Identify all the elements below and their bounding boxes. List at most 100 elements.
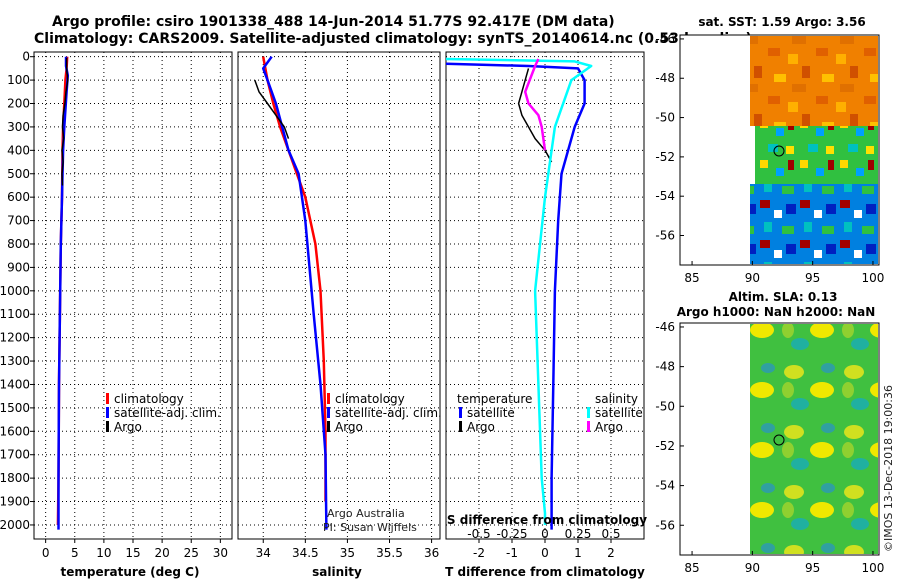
sst-map-title: sat. SST: 1.59 Argo: 3.56 — [698, 15, 865, 29]
profile-series — [56, 55, 593, 530]
difference-series-s-satellite — [445, 57, 593, 525]
difference-series-t-argo — [517, 68, 553, 163]
depth-tick-label: 1400 — [0, 377, 30, 391]
sst-mid-region — [755, 126, 878, 184]
depth-tick-label: 300 — [7, 120, 30, 134]
sst-warm-region — [750, 36, 878, 126]
salinity-x-tick-label: 36 — [424, 546, 439, 560]
legend-satellite: satellite-adj. clim. — [114, 406, 221, 420]
depth-tick-label: 900 — [7, 260, 30, 274]
depth-tick-label: 1700 — [0, 448, 30, 462]
sst-cold-region — [750, 184, 878, 264]
temperature-x-tick-label: 25 — [184, 546, 199, 560]
credit-line-1: Argo Australia — [327, 507, 405, 520]
sla-map-subtitle: Argo h1000: NaN h2000: NaN — [677, 305, 876, 319]
title-line-2: Climatology: CARS2009. Satellite-adjuste… — [34, 31, 752, 47]
s-diff-tick-label: 0 — [541, 527, 549, 541]
temperature-x-tick-label: 5 — [71, 546, 79, 560]
salinity-x-tick-label: 35.5 — [376, 546, 403, 560]
legend-swatch-satellite — [106, 407, 109, 418]
temperature-panel — [33, 51, 233, 540]
depth-tick-label: 200 — [7, 97, 30, 111]
depth-tick-label: 1900 — [0, 495, 30, 509]
salinity-series-argo — [254, 79, 290, 139]
salinity-x-tick-label: 34.5 — [292, 546, 319, 560]
difference-top-label: S difference from climatology — [447, 513, 647, 527]
map-y-tick-label: -56 — [655, 229, 675, 243]
salinity-panel — [237, 51, 441, 540]
legend-satellite: satellite-adj. clim. — [335, 406, 442, 420]
salinity-series-satellite-adj-clim- — [261, 55, 328, 530]
temperature-x-tick-label: 0 — [42, 546, 50, 560]
map-x-tick-label: 90 — [745, 561, 760, 575]
imos-credit: ©IMOS 13-Dec-2018 19:00:36 — [882, 385, 895, 552]
legend-t-argo: Argo — [467, 420, 495, 434]
temperature-x-tick-label: 15 — [125, 546, 140, 560]
depth-tick-label: 1200 — [0, 331, 30, 345]
salinity-legend: climatology satellite-adj. clim. Argo — [327, 392, 442, 434]
map-x-tick-label: 95 — [805, 561, 820, 575]
salinity-diff-ticks: -0.5 -0.25 0 0.25 0.5 — [467, 527, 620, 541]
legend-temperature-title: temperature — [457, 392, 532, 406]
depth-tick-label: 2000 — [0, 518, 30, 532]
s-diff-tick-label: -0.5 — [467, 527, 490, 541]
map-y-tick-label: -50 — [655, 399, 675, 413]
legend-climatology: climatology — [335, 392, 405, 406]
map-x-tick-label: 100 — [862, 561, 885, 575]
depth-tick-label: 500 — [7, 167, 30, 181]
salinity-xlabel: salinity — [312, 565, 362, 579]
legend-swatch-climatology — [106, 393, 109, 404]
sst-argo-marker — [773, 145, 785, 157]
map-y-tick-label: -52 — [655, 150, 675, 164]
temperature-xlabel: temperature (deg C) — [61, 565, 200, 579]
temperature-x-tick-label: 10 — [96, 546, 111, 560]
legend-argo: Argo — [114, 420, 142, 434]
panel-grids — [34, 52, 644, 539]
sla-map-title: Altim. SLA: 0.13 — [729, 290, 838, 304]
depth-axis: 0 100 200 300 400 500 600 700 800 900 1000 1100 1200… — [0, 50, 34, 532]
depth-tick-label: 1100 — [0, 307, 30, 321]
legend-swatch-argo — [106, 421, 109, 432]
legend-s-argo: Argo — [595, 420, 623, 434]
map-y-tick-label: -50 — [655, 111, 675, 125]
map-x-tick-label: 100 — [862, 271, 885, 285]
map-y-tick-label: -52 — [655, 439, 675, 453]
legend-argo: Argo — [335, 420, 363, 434]
map-y-tick-label: -54 — [655, 189, 675, 203]
difference-x-tick-label: 1 — [574, 546, 582, 560]
depth-tick-label: 400 — [7, 143, 30, 157]
legend-swatch-t-satellite — [459, 407, 462, 418]
legend-swatch-s-satellite — [587, 407, 590, 418]
depth-tick-label: 700 — [7, 214, 30, 228]
salinity-x-tick-label: 34 — [256, 546, 271, 560]
map-x-tick-label: 95 — [805, 271, 820, 285]
difference-x-tick-label: 2 — [607, 546, 615, 560]
map-y-tick-label: -48 — [655, 71, 675, 85]
sla-field — [750, 324, 878, 554]
difference-series-s-argo — [523, 58, 547, 151]
title-line-1: Argo profile: csiro 1901338_488 14-Jun-2… — [52, 14, 615, 30]
sst-map-axes: 85 90 95 100 -46 -48 -50 -52 -54 -56 — [655, 32, 884, 285]
legend-swatch-argo — [327, 421, 330, 432]
map-x-tick-label: 85 — [684, 271, 699, 285]
legend-s-satellite: satellite — [595, 406, 643, 420]
legend-t-satellite: satellite — [467, 406, 515, 420]
depth-tick-label: 100 — [7, 73, 30, 87]
depth-tick-label: 800 — [7, 237, 30, 251]
salinity-x-tick-label: 35 — [340, 546, 355, 560]
difference-panel — [445, 51, 645, 540]
difference-series-t-satellite — [445, 62, 586, 530]
legend-swatch-satellite — [327, 407, 330, 418]
s-diff-tick-label: 0.25 — [565, 527, 592, 541]
depth-tick-label: 1500 — [0, 401, 30, 415]
legend-salinity-title: salinity — [595, 392, 638, 406]
map-y-tick-label: -48 — [655, 360, 675, 374]
difference-legend: temperature satellite Argo salinity sate… — [457, 392, 643, 434]
difference-x-tick-label: -2 — [473, 546, 485, 560]
legend-swatch-t-argo — [459, 421, 462, 432]
difference-xlabel: T difference from climatology — [445, 565, 645, 579]
depth-tick-label: 1300 — [0, 354, 30, 368]
depth-tick-label: 1000 — [0, 284, 30, 298]
difference-x-tick-label: -1 — [506, 546, 518, 560]
